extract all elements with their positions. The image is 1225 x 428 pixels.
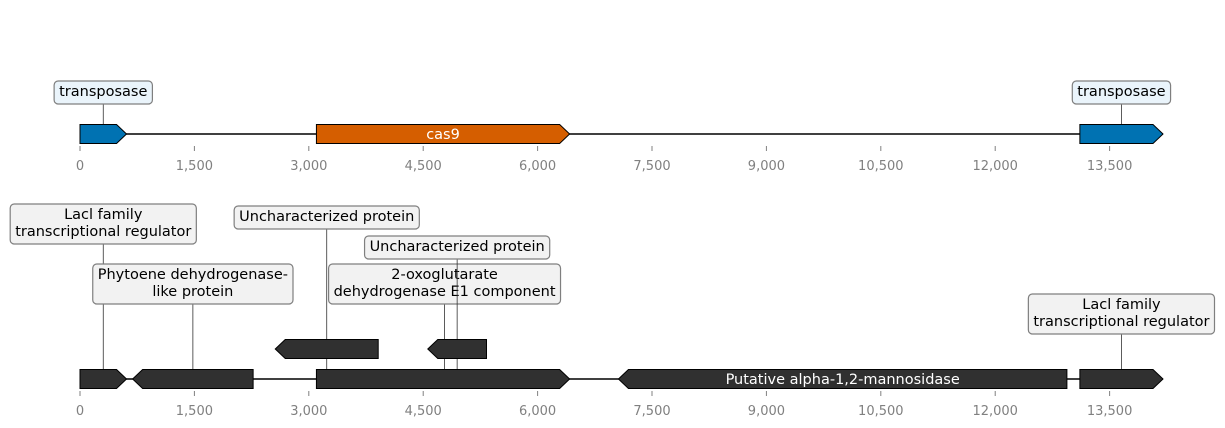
axis-tick-label: 0 bbox=[76, 159, 84, 174]
axis-tick-label: 12,000 bbox=[972, 159, 1018, 174]
track-bottom: 0 1,500 3,000 4,500 6,000 7,500 9,000 10,500 12,… bbox=[9, 203, 1216, 419]
annotation-text: transposase bbox=[1077, 84, 1165, 100]
axis-tick-label: 3,000 bbox=[290, 159, 327, 174]
annotation-label: transposase bbox=[53, 80, 154, 134]
annotation-text: Lacl family bbox=[64, 207, 143, 223]
gene-feature-arrow bbox=[617, 369, 1068, 389]
axis-tick-label: 3,000 bbox=[290, 404, 327, 419]
annotation-box bbox=[1027, 293, 1216, 335]
annotation-box bbox=[363, 235, 551, 260]
annotation-text: Uncharacterized protein bbox=[239, 209, 414, 225]
axis-tick-label: 12,000 bbox=[972, 404, 1018, 419]
annotation-text: transposase bbox=[59, 84, 147, 100]
axis-tick-label: 6,000 bbox=[519, 159, 556, 174]
feature-inline-label: Putative alpha-1,2-mannosidase bbox=[726, 372, 960, 388]
axis-tick-label: 7,500 bbox=[633, 404, 670, 419]
axis-tick-label: 4,500 bbox=[405, 159, 442, 174]
axis-tick-label: 7,500 bbox=[633, 159, 670, 174]
gene-feature-arrow bbox=[1079, 124, 1164, 144]
axis-tick-label: 9,000 bbox=[748, 404, 785, 419]
feature-inline-label: cas9 bbox=[426, 127, 460, 143]
track-top: 0 1,500 3,000 4,500 6,000 7,500 9,000 10,500 12,… bbox=[53, 80, 1172, 174]
annotation-text: like protein bbox=[152, 284, 233, 300]
annotation-text: transcriptional regulator bbox=[15, 224, 191, 240]
annotation-text: 2-oxoglutarate bbox=[391, 267, 498, 283]
feature-arrows: cas9 bbox=[79, 124, 1164, 144]
axis-tick-label: 10,500 bbox=[858, 159, 904, 174]
gene-feature-arrow bbox=[79, 124, 128, 144]
axis-tick-label: 10,500 bbox=[858, 404, 904, 419]
annotation-box bbox=[9, 203, 197, 245]
axis-tick-label: 4,500 bbox=[405, 404, 442, 419]
axis-tick-label: 1,500 bbox=[176, 159, 213, 174]
annotation-text: Phytoene dehydrogenase- bbox=[98, 267, 288, 283]
annotation-box bbox=[92, 263, 294, 305]
annotation-text: Uncharacterized protein bbox=[370, 239, 545, 255]
gene-feature-arrow bbox=[315, 369, 571, 389]
axis-tick-label: 6,000 bbox=[519, 404, 556, 419]
annotation-labels: transposase transposase bbox=[53, 80, 1172, 134]
axis-tick-label: 9,000 bbox=[748, 159, 785, 174]
annotation-label: Uncharacterized protein bbox=[233, 205, 420, 379]
feature-arrows: Putative alpha-1,2-mannosidase bbox=[79, 339, 1164, 389]
annotation-box bbox=[327, 263, 562, 305]
gene-feature-arrow bbox=[427, 339, 488, 359]
annotation-box bbox=[233, 205, 420, 230]
gene-feature-arrow bbox=[131, 369, 254, 389]
gene-feature-arrow bbox=[79, 369, 128, 389]
axis-tick-label: 1,500 bbox=[176, 404, 213, 419]
gene-feature-arrow bbox=[274, 339, 379, 359]
annotation-label: Phytoene dehydrogenase-like protein bbox=[92, 263, 294, 379]
annotation-label: Uncharacterized protein bbox=[363, 235, 551, 379]
gene-feature-arrow bbox=[1079, 369, 1164, 389]
annotation-text: transcriptional regulator bbox=[1033, 314, 1209, 330]
annotation-box bbox=[53, 80, 154, 105]
gene-feature-arrow bbox=[315, 124, 571, 144]
annotation-text: dehydrogenase E1 component bbox=[334, 284, 556, 300]
axis-tick-label: 13,500 bbox=[1087, 159, 1133, 174]
axis-tick-label: 0 bbox=[76, 404, 84, 419]
annotation-text: Lacl family bbox=[1082, 297, 1161, 313]
axis-tick-label: 13,500 bbox=[1087, 404, 1133, 419]
annotation-box bbox=[1071, 80, 1172, 105]
